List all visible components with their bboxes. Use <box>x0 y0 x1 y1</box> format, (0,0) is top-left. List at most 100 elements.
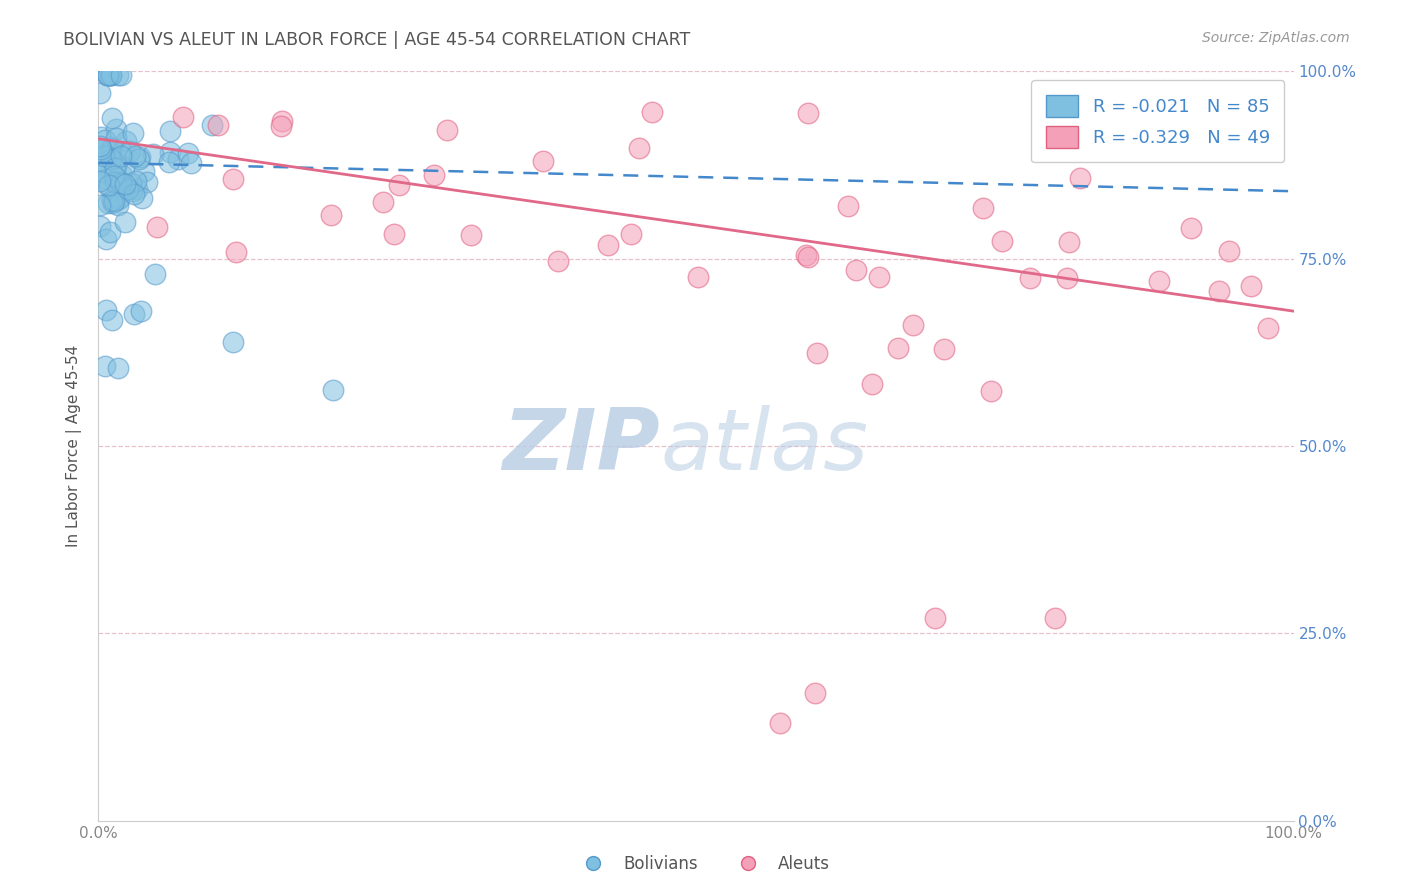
Point <box>146 219 169 234</box>
Point <box>768 716 790 731</box>
Point <box>596 237 619 252</box>
Point <box>1056 271 1078 285</box>
Point <box>322 383 344 397</box>
Point <box>104 175 127 189</box>
Point <box>145 267 167 281</box>
Point <box>128 152 150 166</box>
Point <box>131 191 153 205</box>
Point <box>125 174 148 188</box>
Point <box>121 184 143 198</box>
Point <box>207 118 229 132</box>
Point <box>105 121 128 136</box>
Point <box>371 194 394 209</box>
Point <box>132 164 155 178</box>
Point <box>97 195 120 210</box>
Point <box>101 193 124 207</box>
Point <box>101 196 124 211</box>
Point <box>94 132 117 146</box>
Point <box>901 318 924 332</box>
Point <box>98 225 121 239</box>
Point <box>108 192 131 206</box>
Point <box>110 176 132 190</box>
Point <box>167 153 190 167</box>
Point <box>107 68 129 82</box>
Point <box>436 122 458 136</box>
Point <box>1019 271 1042 285</box>
Point <box>108 191 131 205</box>
Legend: R = -0.021   N = 85, R = -0.329   N = 49: R = -0.021 N = 85, R = -0.329 N = 49 <box>1032 80 1285 162</box>
Point <box>1149 274 1171 288</box>
Point <box>641 104 664 119</box>
Point <box>270 119 292 133</box>
Legend: Bolivians, Aleuts: Bolivians, Aleuts <box>569 848 837 880</box>
Point <box>101 112 124 126</box>
Point <box>89 139 111 153</box>
Point <box>319 208 342 222</box>
Point <box>120 176 142 190</box>
Point <box>1180 221 1202 235</box>
Point <box>94 359 117 374</box>
Point <box>107 361 129 376</box>
Point <box>105 131 128 145</box>
Point <box>96 171 118 186</box>
Point <box>845 263 868 277</box>
Point <box>797 105 820 120</box>
Point <box>159 145 181 160</box>
Point <box>924 611 946 625</box>
Point <box>103 194 125 208</box>
Point <box>142 147 165 161</box>
Point <box>124 149 146 163</box>
Point <box>225 245 247 260</box>
Point <box>98 178 121 192</box>
Point <box>797 250 820 264</box>
Point <box>887 342 910 356</box>
Point <box>129 304 152 318</box>
Point <box>97 144 120 158</box>
Point <box>1069 170 1091 185</box>
Point <box>105 156 128 170</box>
Point <box>388 178 411 193</box>
Point <box>620 227 643 241</box>
Point <box>105 170 128 185</box>
Point <box>89 155 111 169</box>
Point <box>110 149 132 163</box>
Text: BOLIVIAN VS ALEUT IN LABOR FORCE | AGE 45-54 CORRELATION CHART: BOLIVIAN VS ALEUT IN LABOR FORCE | AGE 4… <box>63 31 690 49</box>
Point <box>627 141 650 155</box>
Point <box>1218 244 1240 258</box>
Point <box>423 168 446 182</box>
Point <box>97 68 120 82</box>
Point <box>104 172 127 186</box>
Point <box>860 376 883 391</box>
Point <box>460 228 482 243</box>
Point <box>1208 285 1230 299</box>
Point <box>89 86 111 100</box>
Point <box>114 215 136 229</box>
Point <box>382 227 405 242</box>
Point <box>972 202 994 216</box>
Point <box>111 145 134 160</box>
Point <box>868 270 890 285</box>
Point <box>990 234 1012 248</box>
Point <box>110 169 132 183</box>
Point <box>172 111 194 125</box>
Point <box>112 160 135 174</box>
Point <box>980 384 1002 398</box>
Point <box>180 156 202 170</box>
Y-axis label: In Labor Force | Age 45-54: In Labor Force | Age 45-54 <box>66 345 83 547</box>
Point <box>96 68 118 82</box>
Text: atlas: atlas <box>661 404 868 488</box>
Point <box>89 197 111 211</box>
Text: ZIP: ZIP <box>502 404 661 488</box>
Point <box>103 169 125 183</box>
Point <box>107 175 129 189</box>
Point <box>104 161 127 175</box>
Point <box>114 177 136 191</box>
Point <box>97 68 120 82</box>
Point <box>159 124 181 138</box>
Point <box>177 145 200 160</box>
Point <box>271 114 294 128</box>
Point <box>90 142 112 156</box>
Point <box>136 175 159 189</box>
Point <box>90 162 112 177</box>
Point <box>94 232 117 246</box>
